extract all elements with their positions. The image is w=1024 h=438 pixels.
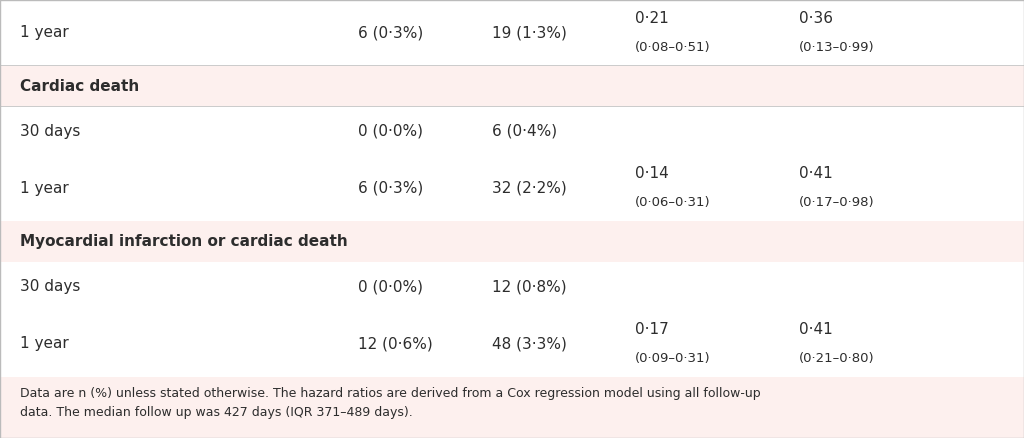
Text: (0·17–0·98): (0·17–0·98) (799, 196, 874, 209)
Bar (0, 155, 1024, 221)
Bar (0, 311, 1024, 377)
Bar (0, 106, 1024, 107)
Text: 19 (1·3%): 19 (1·3%) (492, 25, 566, 40)
Text: 0·41: 0·41 (799, 166, 833, 181)
Text: 1 year: 1 year (20, 25, 70, 40)
Bar (0, 0, 1024, 66)
Text: Cardiac death: Cardiac death (20, 79, 139, 94)
Text: 0·14: 0·14 (635, 166, 669, 181)
Text: 0·36: 0·36 (799, 11, 833, 26)
Text: 1 year: 1 year (20, 181, 70, 196)
Bar (0, 262, 1024, 311)
Text: 32 (2·2%): 32 (2·2%) (492, 181, 566, 196)
Text: (0·09–0·31): (0·09–0·31) (635, 352, 711, 365)
Text: Myocardial infarction or cardiac death: Myocardial infarction or cardiac death (20, 234, 348, 249)
Bar (0, 66, 1024, 107)
Text: 0·21: 0·21 (635, 11, 669, 26)
Text: 6 (0·3%): 6 (0·3%) (358, 25, 424, 40)
Text: 1 year: 1 year (20, 336, 70, 351)
Bar (0, 65, 1024, 66)
Text: 12 (0·6%): 12 (0·6%) (358, 336, 433, 351)
Text: (0·06–0·31): (0·06–0·31) (635, 196, 711, 209)
Bar (0, 377, 1024, 438)
Text: 0·17: 0·17 (635, 322, 669, 337)
Text: (0·21–0·80): (0·21–0·80) (799, 352, 874, 365)
Text: 0 (0·0%): 0 (0·0%) (358, 279, 423, 294)
Bar (0, 107, 1024, 155)
Text: 48 (3·3%): 48 (3·3%) (492, 336, 566, 351)
Text: 30 days: 30 days (20, 279, 81, 294)
Text: 12 (0·8%): 12 (0·8%) (492, 279, 566, 294)
Text: 6 (0·4%): 6 (0·4%) (492, 124, 557, 139)
Text: 30 days: 30 days (20, 124, 81, 139)
Bar (0, 221, 1024, 262)
Text: 0 (0·0%): 0 (0·0%) (358, 124, 423, 139)
Text: 6 (0·3%): 6 (0·3%) (358, 181, 424, 196)
Text: 0·41: 0·41 (799, 322, 833, 337)
Text: (0·08–0·51): (0·08–0·51) (635, 41, 711, 54)
Text: (0·13–0·99): (0·13–0·99) (799, 41, 874, 54)
Text: Data are n (%) unless stated otherwise. The hazard ratios are derived from a Cox: Data are n (%) unless stated otherwise. … (20, 387, 761, 419)
